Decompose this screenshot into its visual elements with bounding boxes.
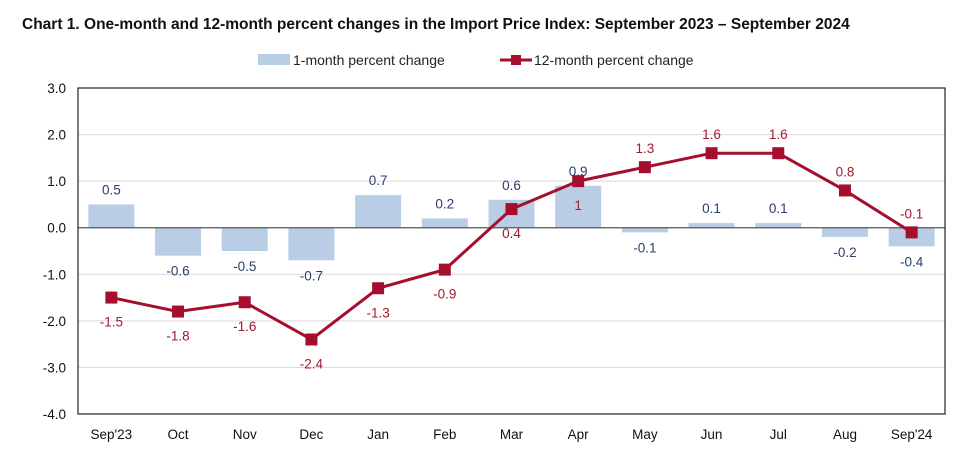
bar [88, 204, 135, 228]
bar-data-label: 0.2 [435, 196, 454, 211]
line-marker [505, 203, 518, 216]
line-data-label: 1.6 [769, 127, 788, 142]
bar [355, 195, 402, 228]
line-data-label: -1.6 [233, 319, 256, 334]
legend-swatch-bar [258, 54, 290, 65]
plot-frame [77, 87, 946, 415]
y-tick-label: 3.0 [47, 81, 66, 96]
line-data-label: 0.4 [502, 226, 521, 241]
legend-label-bar: 1-month percent change [293, 52, 445, 68]
x-tick-label: Mar [500, 427, 524, 442]
line-marker [905, 226, 918, 239]
line-data-label: -0.9 [433, 287, 456, 302]
y-tick-label: -4.0 [43, 407, 66, 422]
bar-data-label: 0.5 [102, 182, 121, 197]
y-tick-label: -1.0 [43, 267, 66, 282]
line-data-label: -2.4 [300, 356, 324, 371]
bar [821, 227, 868, 238]
bar [755, 223, 802, 228]
line-marker [438, 263, 451, 276]
bar-data-label: 0.9 [569, 164, 588, 179]
x-tick-label: Jan [367, 427, 389, 442]
x-tick-label: Apr [568, 427, 590, 442]
line-data-label: 0.8 [836, 164, 855, 179]
bar [221, 227, 268, 251]
bar-data-label: -0.5 [233, 259, 256, 274]
line-marker [372, 282, 385, 295]
bar [421, 218, 468, 228]
bar [155, 227, 202, 256]
bar-data-label: 0.1 [769, 201, 788, 216]
bar-data-label: -0.6 [166, 264, 189, 279]
bar-data-label: 0.1 [702, 201, 721, 216]
line-data-label: -0.1 [900, 206, 923, 221]
x-tick-label: Aug [833, 427, 857, 442]
line-data-label: -1.8 [166, 329, 189, 344]
x-tick-label: Oct [168, 427, 189, 442]
line-marker [238, 296, 251, 309]
chart-title: Chart 1. One-month and 12-month percent … [22, 16, 850, 33]
line-marker [705, 147, 718, 160]
line-data-label: -1.3 [366, 305, 389, 320]
bar-data-label: -0.1 [633, 240, 656, 255]
line-data-label: 1.3 [635, 141, 654, 156]
x-tick-label: Sep'24 [891, 427, 933, 442]
bar-data-label: -0.4 [900, 254, 924, 269]
legend-marker [511, 55, 521, 65]
legend: 1-month percent change 12-month percent … [258, 52, 694, 68]
x-tick-label: Sep'23 [91, 427, 133, 442]
line-marker [772, 147, 785, 160]
bar [688, 223, 735, 228]
x-tick-label: Feb [433, 427, 456, 442]
y-tick-label: -3.0 [43, 360, 66, 375]
line-data-label: -1.5 [100, 315, 123, 330]
x-tick-label: Jul [770, 427, 787, 442]
line-marker [105, 291, 118, 304]
bar-data-label: -0.7 [300, 268, 323, 283]
line-marker [572, 175, 585, 188]
y-tick-label: 1.0 [47, 174, 66, 189]
bar-data-label: 0.6 [502, 178, 521, 193]
x-tick-label: Dec [299, 427, 323, 442]
bar [555, 185, 602, 228]
bar-data-label: 0.7 [369, 173, 388, 188]
line-marker [305, 333, 318, 346]
y-tick-label: 0.0 [47, 221, 66, 236]
bar [288, 227, 335, 261]
line-data-label: 1.6 [702, 127, 721, 142]
line-marker [172, 305, 185, 318]
x-tick-label: May [632, 427, 658, 442]
x-tick-label: Nov [233, 427, 257, 442]
bar-data-label: -0.2 [833, 245, 856, 260]
x-tick-label: Jun [701, 427, 723, 442]
line-marker [838, 184, 851, 197]
line-marker [638, 161, 651, 174]
y-tick-label: -2.0 [43, 314, 66, 329]
bar [621, 227, 668, 233]
y-tick-label: 2.0 [47, 128, 66, 143]
line-data-label: 1 [574, 198, 582, 213]
legend-label-line: 12-month percent change [534, 52, 694, 68]
